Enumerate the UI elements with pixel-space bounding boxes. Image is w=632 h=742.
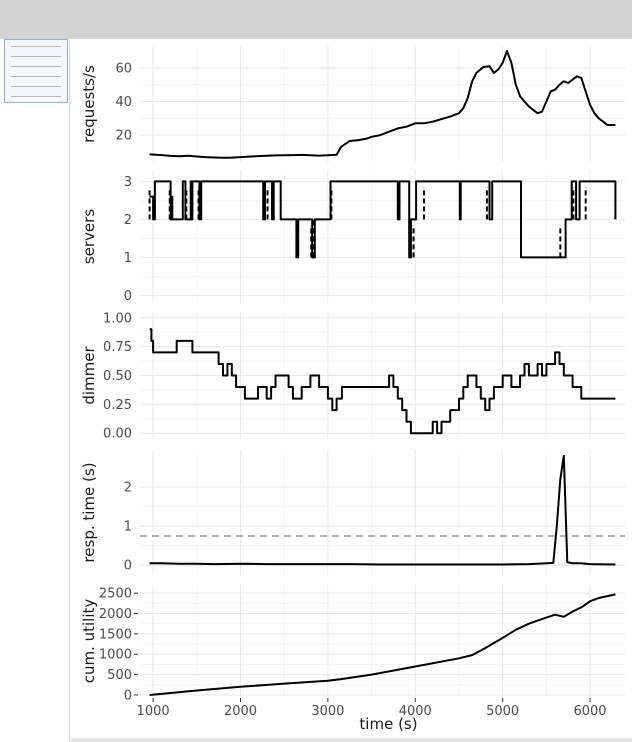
x-tick-label: 5000: [486, 704, 519, 719]
panel-dimmer: 0.00 0.25 0.50 0.75 1.00 dimmer: [80, 311, 625, 442]
y-tick-label: 1.00: [103, 311, 132, 326]
y-tick-label: 500: [107, 668, 132, 683]
page-thumbnail[interactable]: [4, 39, 68, 103]
x-tick-label: 6000: [573, 704, 606, 719]
y-tick-label: 0.25: [103, 398, 132, 413]
y-axis-title: cum. utility: [80, 599, 98, 684]
series-line-servers: [149, 180, 617, 259]
y-tick-label: 1: [124, 251, 132, 266]
toolbar: [0, 0, 632, 39]
y-tick-label: 0: [124, 688, 132, 703]
panel-resp: 0 1 2 resp. time (s): [80, 450, 625, 575]
panel-servers: 0 1 2 3 servers: [80, 170, 625, 304]
y-tick-label: 2: [124, 481, 132, 496]
y-tick-label: 1: [124, 520, 132, 535]
y-tick-label: 1000: [99, 648, 132, 663]
series-line-resp: [149, 454, 616, 566]
series-line-requests: [149, 50, 616, 159]
y-axis-title: resp. time (s): [80, 462, 98, 562]
y-axis-title: dimmer: [80, 346, 98, 405]
x-tick-label: 3000: [311, 704, 344, 719]
y-tick-label: 2000: [99, 607, 132, 622]
x-tick-label: 2000: [224, 704, 257, 719]
x-axis-title: time (s): [359, 715, 417, 733]
y-tick-label: 20: [115, 129, 132, 144]
y-axis-title: requests/s: [80, 65, 98, 143]
page-thumbnail-panel: [0, 39, 70, 742]
y-tick-label: 1500: [99, 627, 132, 642]
panel-requests: 20 40 60 requests/s: [80, 46, 625, 162]
y-tick-label: 0: [124, 559, 132, 574]
y-tick-label: 2: [124, 213, 132, 228]
y-tick-label: 0.50: [103, 369, 132, 384]
y-tick-label: 3: [124, 175, 132, 190]
x-tick-label: 4000: [399, 704, 432, 719]
y-axis-title: servers: [80, 209, 98, 264]
y-tick-label: 0.75: [103, 340, 132, 355]
y-tick-label: 2500: [99, 587, 132, 602]
y-tick-label: 0.00: [103, 427, 132, 442]
series-line-utility: [149, 593, 616, 696]
y-tick-label: 60: [115, 61, 132, 76]
y-tick-label: 40: [115, 95, 132, 110]
y-tick-label: 0: [124, 289, 132, 304]
status-bar: [69, 738, 632, 742]
series-line-dimmer: [149, 328, 616, 435]
x-tick-label: 1000: [137, 704, 170, 719]
